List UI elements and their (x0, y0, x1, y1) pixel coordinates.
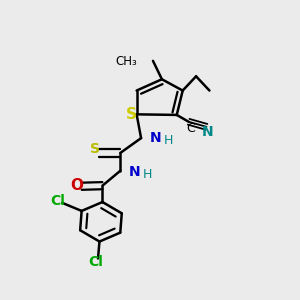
Text: CH₃: CH₃ (115, 55, 137, 68)
Text: N: N (129, 165, 141, 179)
Text: N: N (150, 131, 162, 145)
Text: Cl: Cl (88, 255, 103, 269)
Text: S: S (90, 142, 100, 156)
Text: Cl: Cl (50, 194, 65, 208)
Text: N: N (202, 124, 214, 139)
Text: H: H (142, 168, 152, 181)
Text: H: H (164, 134, 173, 147)
Text: O: O (71, 178, 84, 193)
Text: C: C (186, 122, 195, 134)
Text: S: S (126, 107, 137, 122)
